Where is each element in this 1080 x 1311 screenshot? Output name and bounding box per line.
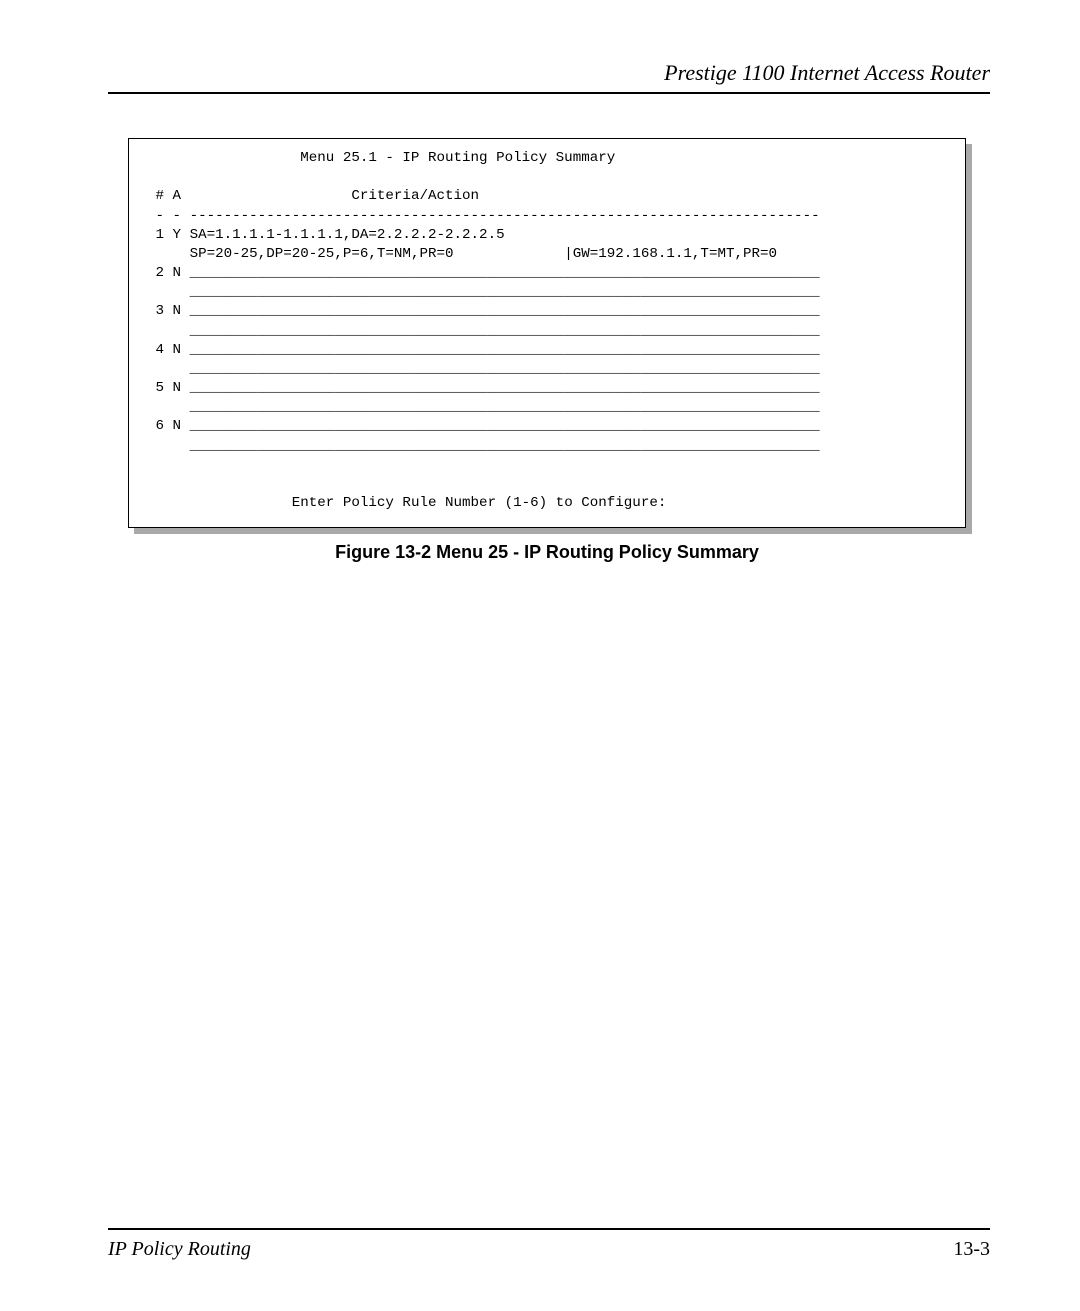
row3-rule-a: ________________________________________… — [190, 303, 820, 319]
col-act: A — [173, 188, 182, 204]
terminal-prompt: Enter Policy Rule Number (1-6) to Config… — [292, 495, 667, 511]
row5-rule-b: ________________________________________… — [190, 399, 820, 415]
row6-rule-a: ________________________________________… — [190, 418, 820, 434]
col-num: # — [156, 188, 165, 204]
row5-act: N — [173, 380, 182, 396]
terminal-container: Menu 25.1 - IP Routing Policy Summary # … — [128, 138, 966, 528]
row2-num: 2 — [156, 265, 165, 281]
row5-num: 5 — [156, 380, 165, 396]
row3-act: N — [173, 303, 182, 319]
menu-title: Menu 25.1 - IP Routing Policy Summary — [300, 150, 615, 166]
row4-rule-b: ________________________________________… — [190, 361, 820, 377]
row6-num: 6 — [156, 418, 165, 434]
footer-section: IP Policy Routing — [108, 1238, 251, 1261]
terminal-screen: Menu 25.1 - IP Routing Policy Summary # … — [128, 138, 966, 528]
row5-rule-a: ________________________________________… — [190, 380, 820, 396]
header-product-title: Prestige 1100 Internet Access Router — [108, 60, 990, 92]
footer-rule: IP Policy Routing 13-3 — [108, 1228, 990, 1261]
col-criteria: Criteria/Action — [351, 188, 479, 204]
row6-rule-b: ________________________________________… — [190, 438, 820, 454]
row6-act: N — [173, 418, 182, 434]
row2-rule-a: ________________________________________… — [190, 265, 820, 281]
footer-page-number: 13-3 — [953, 1238, 990, 1261]
row2-act: N — [173, 265, 182, 281]
row3-rule-b: ________________________________________… — [190, 323, 820, 339]
row3-num: 3 — [156, 303, 165, 319]
page-footer: IP Policy Routing 13-3 — [108, 1228, 990, 1261]
row4-act: N — [173, 342, 182, 358]
figure-caption: Figure 13-2 Menu 25 - IP Routing Policy … — [128, 542, 966, 563]
row1-line2-left: SP=20-25,DP=20-25,P=6,T=NM,PR=0 — [190, 246, 454, 262]
row1-num: 1 — [156, 227, 165, 243]
row1-line1: SA=1.1.1.1-1.1.1.1,DA=2.2.2.2-2.2.2.5 — [190, 227, 505, 243]
header-rule — [108, 92, 990, 94]
row1-act: Y — [173, 227, 182, 243]
page: Prestige 1100 Internet Access Router Men… — [0, 0, 1080, 1311]
row4-rule-a: ________________________________________… — [190, 342, 820, 358]
row2-rule-b: ________________________________________… — [190, 284, 820, 300]
row4-num: 4 — [156, 342, 165, 358]
row1-line2-right: |GW=192.168.1.1,T=MT,PR=0 — [564, 246, 777, 262]
